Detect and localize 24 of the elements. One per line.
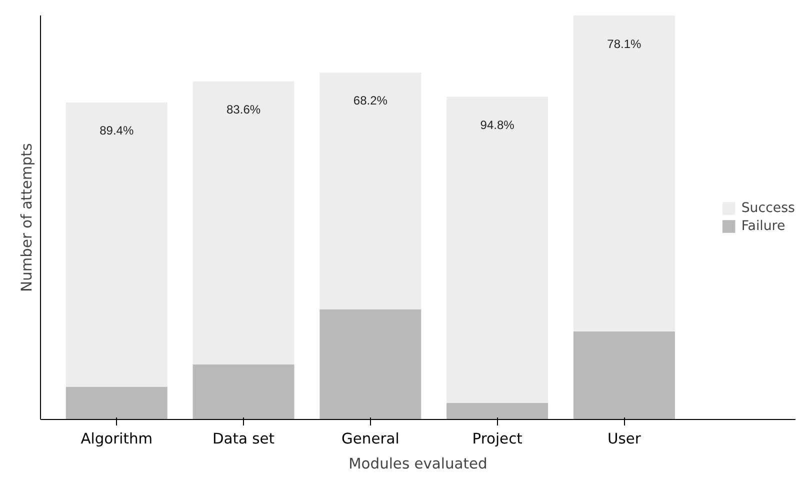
bar xyxy=(573,331,675,420)
annotation: 78.1% xyxy=(607,36,642,51)
x-tick-label: Project xyxy=(472,430,523,448)
x-axis-title: Modules evaluated xyxy=(348,456,488,472)
bar xyxy=(320,72,422,310)
x-tick-label: Algorithm xyxy=(80,430,153,448)
annotation: 83.6% xyxy=(226,102,261,117)
x-tick-label: User xyxy=(607,430,642,448)
x-tick-label: Data set xyxy=(212,430,275,448)
y-axis-title: Number of attempts xyxy=(18,143,36,292)
annotation: 68.2% xyxy=(353,94,388,108)
annotation: 89.4% xyxy=(100,124,134,138)
bar xyxy=(66,102,168,387)
annotation: 94.8% xyxy=(480,118,515,132)
bar xyxy=(66,386,168,420)
bar xyxy=(446,96,548,403)
bar xyxy=(192,81,294,365)
bar xyxy=(573,16,675,332)
legend-label: Success xyxy=(741,200,795,216)
bar xyxy=(192,364,294,420)
bar xyxy=(320,309,422,420)
legend-label: Failure xyxy=(741,218,786,234)
bar xyxy=(446,402,548,420)
x-tick-label: General xyxy=(342,430,400,448)
